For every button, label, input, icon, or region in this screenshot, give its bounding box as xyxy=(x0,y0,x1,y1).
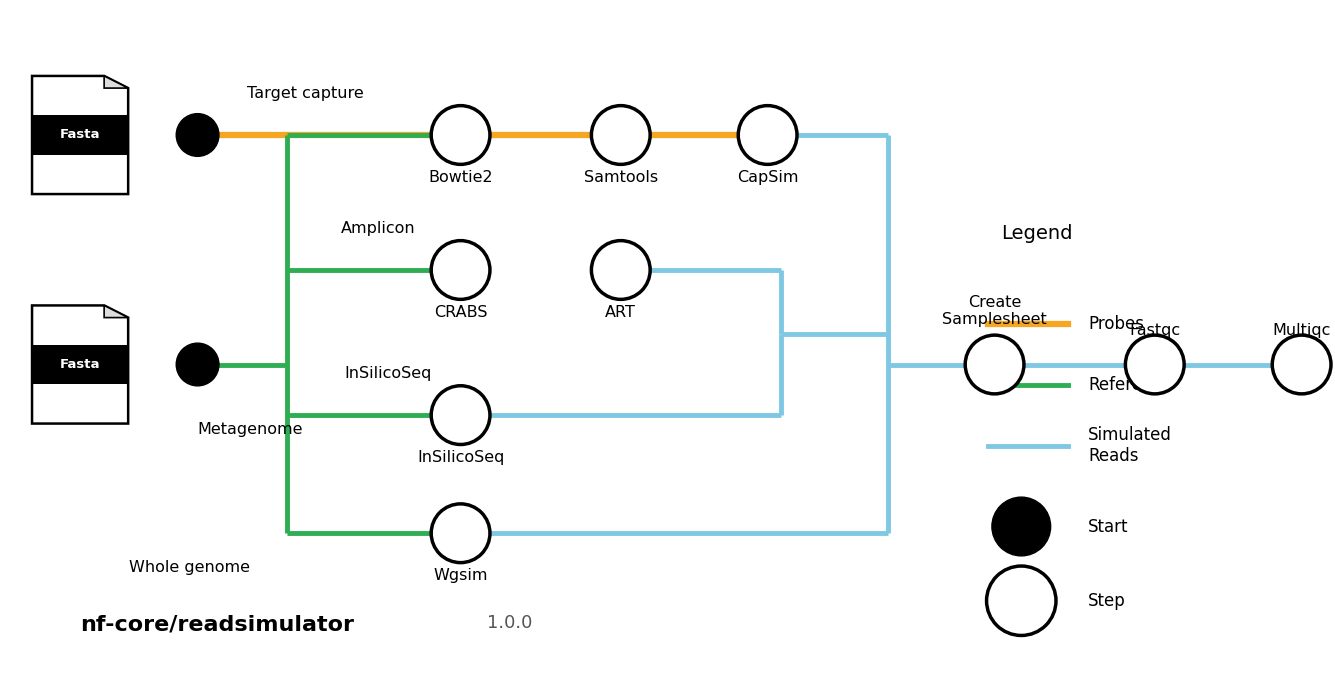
Text: Whole genome: Whole genome xyxy=(129,560,251,575)
Text: Probes: Probes xyxy=(1088,315,1144,333)
Text: nf-core/readsimulator: nf-core/readsimulator xyxy=(80,614,354,634)
Text: Reference: Reference xyxy=(1088,376,1172,394)
Text: Amplicon: Amplicon xyxy=(340,221,415,236)
Text: Fasta: Fasta xyxy=(60,128,100,142)
Ellipse shape xyxy=(1125,335,1184,394)
Ellipse shape xyxy=(987,566,1056,635)
Text: Bowtie2: Bowtie2 xyxy=(429,170,493,185)
Text: Fastqc: Fastqc xyxy=(1129,323,1180,338)
Text: Target capture: Target capture xyxy=(247,86,363,101)
Text: Start: Start xyxy=(1088,518,1128,535)
FancyBboxPatch shape xyxy=(32,115,128,155)
Text: Step: Step xyxy=(1088,592,1125,610)
Ellipse shape xyxy=(992,497,1051,556)
Ellipse shape xyxy=(965,335,1024,394)
FancyBboxPatch shape xyxy=(32,345,128,384)
Ellipse shape xyxy=(176,113,219,157)
Text: Create
Samplesheet: Create Samplesheet xyxy=(943,295,1047,327)
Text: Fasta: Fasta xyxy=(60,358,100,371)
Text: Legend: Legend xyxy=(1001,224,1073,243)
Ellipse shape xyxy=(738,105,797,165)
Ellipse shape xyxy=(591,105,650,165)
Polygon shape xyxy=(104,76,128,88)
Text: Metagenome: Metagenome xyxy=(198,422,303,437)
Text: 1.0.0: 1.0.0 xyxy=(487,614,533,632)
Polygon shape xyxy=(104,305,128,318)
Text: CRABS: CRABS xyxy=(434,305,487,320)
Text: CapSim: CapSim xyxy=(737,170,798,185)
Text: ART: ART xyxy=(605,305,637,320)
Ellipse shape xyxy=(591,240,650,300)
Text: Samtools: Samtools xyxy=(583,170,658,185)
Text: Multiqc: Multiqc xyxy=(1272,323,1331,338)
Ellipse shape xyxy=(431,385,490,445)
Text: InSilicoSeq: InSilicoSeq xyxy=(344,367,431,381)
Text: Simulated
Reads: Simulated Reads xyxy=(1088,426,1172,465)
Ellipse shape xyxy=(1272,335,1331,394)
Polygon shape xyxy=(32,76,128,194)
Polygon shape xyxy=(32,305,128,424)
Ellipse shape xyxy=(176,343,219,386)
Ellipse shape xyxy=(431,105,490,165)
Text: InSilicoSeq: InSilicoSeq xyxy=(417,450,505,465)
Text: Wgsim: Wgsim xyxy=(434,568,487,583)
Ellipse shape xyxy=(431,504,490,563)
Ellipse shape xyxy=(431,240,490,300)
